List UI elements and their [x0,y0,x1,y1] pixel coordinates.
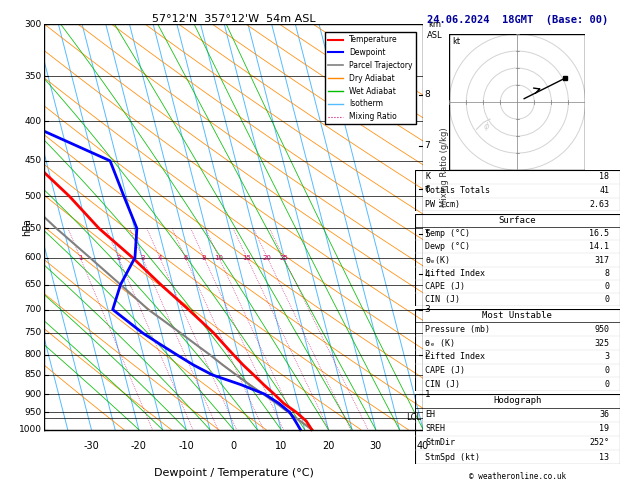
Text: 10: 10 [275,441,287,451]
Text: 4: 4 [425,270,430,278]
Text: Lifted Index: Lifted Index [425,269,486,278]
Text: Totals Totals: Totals Totals [425,186,491,195]
Text: 15: 15 [242,255,252,260]
Text: StmDir: StmDir [425,438,455,448]
Text: 4: 4 [158,255,162,260]
Text: 550: 550 [25,224,42,233]
Title: 57°12'N  357°12'W  54m ASL: 57°12'N 357°12'W 54m ASL [152,14,315,23]
Text: CAPE (J): CAPE (J) [425,282,465,291]
Text: Pressure (mb): Pressure (mb) [425,325,491,334]
Text: Dewp (°C): Dewp (°C) [425,243,470,251]
Text: 750: 750 [25,328,42,337]
Text: 0: 0 [231,441,237,451]
Text: 2: 2 [425,350,430,359]
Text: K: K [425,173,430,181]
Text: -10: -10 [179,441,194,451]
Text: 317: 317 [594,256,610,264]
Text: 6: 6 [183,255,187,260]
Text: CIN (J): CIN (J) [425,380,460,389]
Text: Temp (°C): Temp (°C) [425,229,470,238]
Text: 7: 7 [425,141,430,150]
Text: 900: 900 [25,390,42,399]
Text: km
ASL: km ASL [427,20,443,40]
Text: -30: -30 [84,441,99,451]
Text: 10: 10 [214,255,223,260]
Text: 1000: 1000 [19,425,42,434]
Text: 18: 18 [599,173,610,181]
Text: Lifted Index: Lifted Index [425,352,486,361]
Text: 25: 25 [279,255,288,260]
Text: 600: 600 [25,253,42,262]
Text: PW (cm): PW (cm) [425,200,460,209]
Text: 500: 500 [25,192,42,201]
Text: 19: 19 [599,424,610,434]
Text: 400: 400 [25,117,42,126]
Text: 8: 8 [604,269,610,278]
Text: 0: 0 [604,366,610,375]
Text: 950: 950 [25,408,42,417]
Text: 0: 0 [604,295,610,304]
Text: $\phi$: $\phi$ [483,120,491,133]
Text: 252°: 252° [589,438,610,448]
Text: hPa: hPa [23,218,33,236]
Text: CIN (J): CIN (J) [425,295,460,304]
Text: 300: 300 [25,20,42,29]
Text: 30: 30 [370,441,382,451]
Text: 3: 3 [604,352,610,361]
Text: Hodograph: Hodograph [493,396,542,405]
Text: θₑ (K): θₑ (K) [425,339,455,347]
Text: Most Unstable: Most Unstable [482,311,552,320]
Text: Mixing Ratio (g/kg): Mixing Ratio (g/kg) [440,127,449,207]
Text: 700: 700 [25,305,42,314]
Text: 8: 8 [425,90,430,100]
Text: 850: 850 [25,370,42,380]
Text: LCL: LCL [406,413,421,422]
Text: 5: 5 [425,230,430,239]
Text: -20: -20 [131,441,147,451]
Text: 16.5: 16.5 [589,229,610,238]
Text: 800: 800 [25,350,42,359]
Text: CAPE (J): CAPE (J) [425,366,465,375]
Text: 20: 20 [263,255,272,260]
Text: EH: EH [425,410,435,419]
Text: 1: 1 [425,390,430,399]
Text: 14.1: 14.1 [589,243,610,251]
Text: 3: 3 [140,255,145,260]
Text: 6: 6 [425,185,430,194]
Text: Surface: Surface [499,216,536,225]
Text: 2.63: 2.63 [589,200,610,209]
Text: 650: 650 [25,280,42,289]
Text: SREH: SREH [425,424,445,434]
Text: 350: 350 [25,72,42,81]
Text: 0: 0 [604,380,610,389]
Text: StmSpd (kt): StmSpd (kt) [425,452,481,462]
Text: 950: 950 [594,325,610,334]
Text: 36: 36 [599,410,610,419]
Text: kt: kt [452,37,460,46]
Text: 1: 1 [78,255,82,260]
Text: 325: 325 [594,339,610,347]
Text: 13: 13 [599,452,610,462]
Text: 40: 40 [417,441,429,451]
Text: 41: 41 [599,186,610,195]
Text: 8: 8 [202,255,206,260]
Text: 20: 20 [322,441,335,451]
Text: 2: 2 [116,255,121,260]
Text: θₑ(K): θₑ(K) [425,256,450,264]
Text: 24.06.2024  18GMT  (Base: 00): 24.06.2024 18GMT (Base: 00) [426,15,608,25]
Legend: Temperature, Dewpoint, Parcel Trajectory, Dry Adiabat, Wet Adiabat, Isotherm, Mi: Temperature, Dewpoint, Parcel Trajectory… [325,32,416,124]
Text: © weatheronline.co.uk: © weatheronline.co.uk [469,472,566,481]
Text: 0: 0 [604,282,610,291]
Text: Dewpoint / Temperature (°C): Dewpoint / Temperature (°C) [153,469,313,478]
Text: 450: 450 [25,156,42,165]
Text: 3: 3 [425,305,430,314]
